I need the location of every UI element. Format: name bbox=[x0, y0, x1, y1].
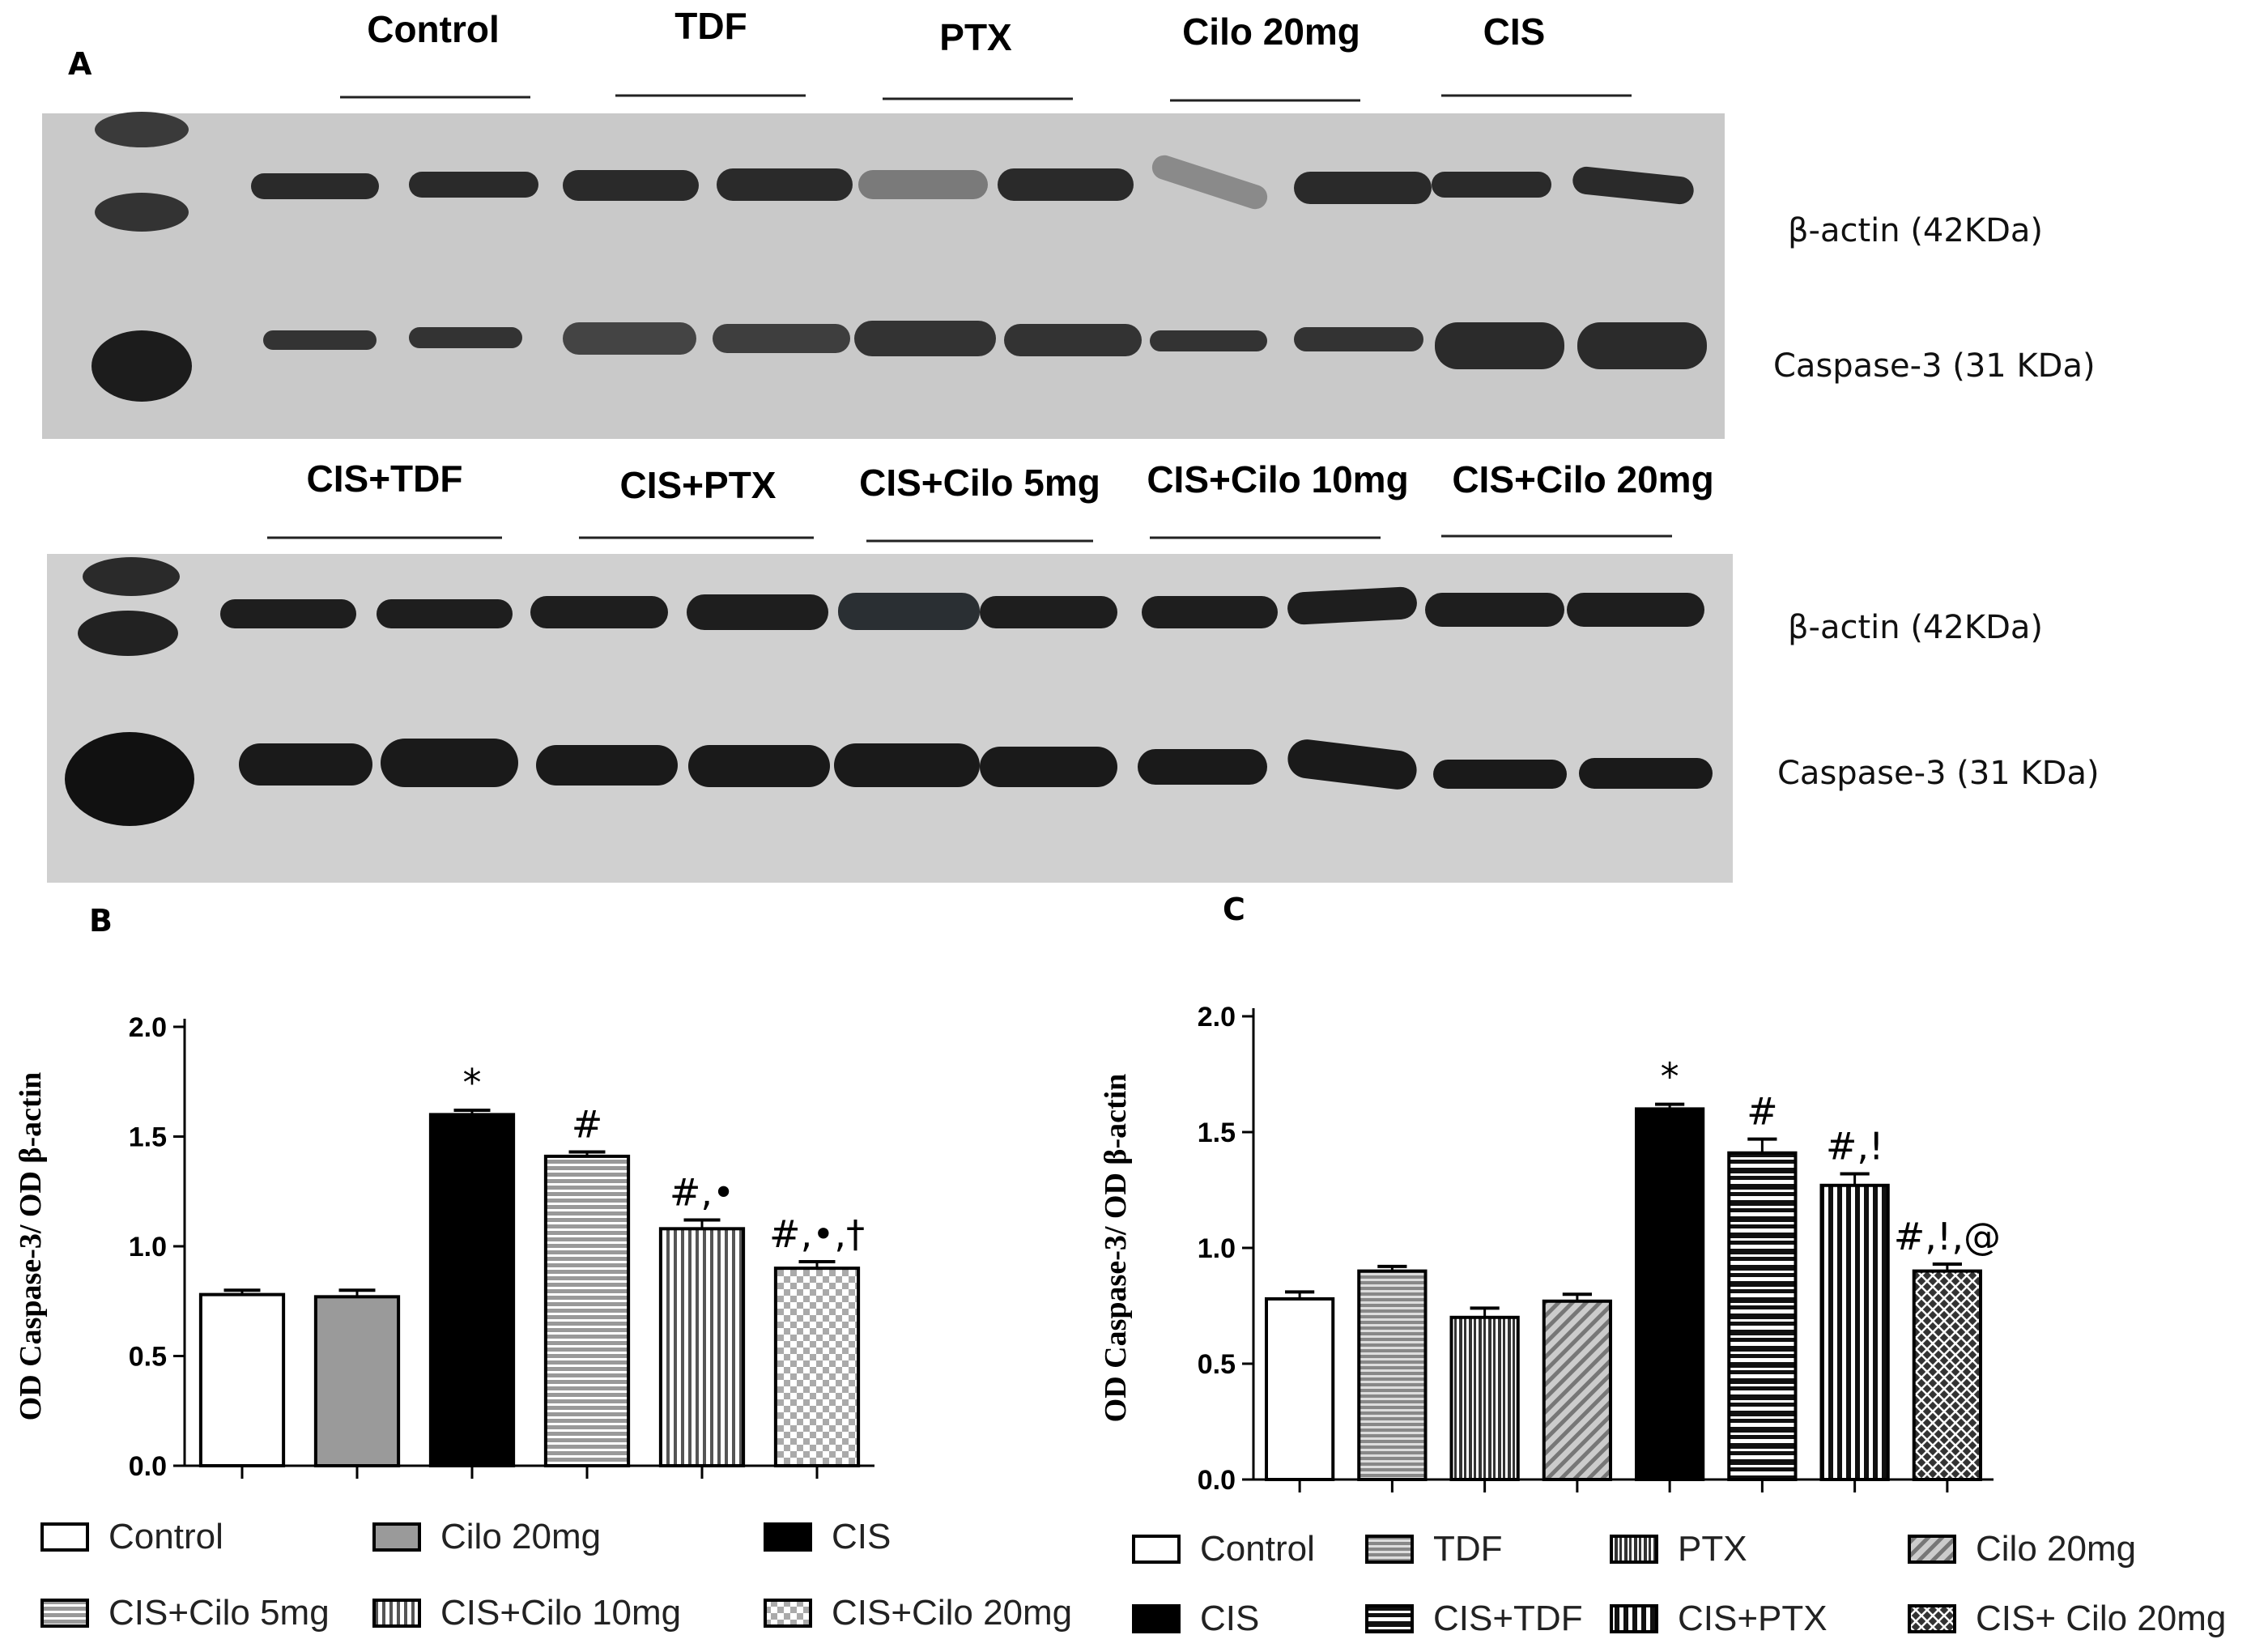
legend-label: CIS+TDF bbox=[1433, 1599, 1583, 1638]
legend-label: CIS bbox=[1200, 1599, 1259, 1638]
legend-label: CIS+Cilo 20mg bbox=[832, 1593, 1072, 1633]
significance-annotation: #,!,@ bbox=[1894, 1215, 2001, 1258]
y-tick-label: 2.0 bbox=[1198, 1002, 1236, 1032]
blot-membrane-top bbox=[42, 113, 1725, 439]
bar-cilo-20mg bbox=[313, 1295, 401, 1467]
legend-swatch bbox=[40, 1599, 89, 1628]
legend-swatch bbox=[764, 1522, 812, 1552]
significance-annotation: # bbox=[572, 1102, 603, 1146]
legend-swatch bbox=[40, 1522, 89, 1552]
legend-label: PTX bbox=[1678, 1529, 1747, 1569]
chart-b: 0.0 0.5 1.0 1.5 2.0 OD Caspase-3/ OD β-actin *… bbox=[14, 1012, 1072, 1633]
bar-control bbox=[198, 1292, 286, 1467]
legend-swatch bbox=[1365, 1535, 1414, 1564]
blot-top: Control TDF PTX Cilo 20mg CIS bbox=[42, 5, 2096, 439]
lane-underlines-bottom bbox=[267, 534, 1672, 543]
legend-swatch bbox=[372, 1522, 421, 1552]
lane-label-cilo20: Cilo 20mg bbox=[1182, 11, 1360, 53]
y-tick-label: 0.0 bbox=[1198, 1465, 1236, 1496]
protein-label-actin-top: β-actin (42KDa) bbox=[1788, 212, 2043, 249]
blot-bottom: CIS+TDF CIS+PTX CIS+Cilo 5mg CIS+Cilo 10… bbox=[47, 458, 2100, 883]
significance-annotation: * bbox=[1661, 1055, 1679, 1099]
significance-annotation: #,•,† bbox=[769, 1212, 865, 1256]
bar-control bbox=[1264, 1296, 1335, 1482]
y-tick-label: 0.5 bbox=[129, 1342, 167, 1373]
significance-annotation: #,• bbox=[670, 1170, 734, 1214]
y-tick-label: 1.5 bbox=[1198, 1118, 1236, 1148]
lane-label-ptx: PTX bbox=[939, 16, 1012, 58]
bands-casp-top bbox=[263, 321, 1707, 369]
bar-cis-tdf bbox=[1727, 1151, 1798, 1481]
significance-annotation: * bbox=[463, 1061, 482, 1105]
legend-label: CIS bbox=[832, 1517, 891, 1556]
legend-swatch bbox=[1132, 1604, 1181, 1633]
bar-cis-ptx bbox=[1819, 1183, 1890, 1482]
panel-letter-c: C bbox=[1223, 892, 1245, 927]
lane-underlines-top bbox=[340, 94, 1632, 102]
bar-cis bbox=[1634, 1107, 1705, 1482]
legend-swatch bbox=[1610, 1535, 1658, 1564]
legend-label: Cilo 20mg bbox=[1976, 1529, 2136, 1569]
legend-swatch bbox=[1610, 1604, 1658, 1633]
bar-cis bbox=[428, 1113, 516, 1468]
y-tick-label: 1.0 bbox=[1198, 1233, 1236, 1264]
ladder-bottom bbox=[65, 557, 194, 826]
y-tick-label: 1.0 bbox=[129, 1232, 167, 1262]
bands-actin-top bbox=[251, 155, 1694, 210]
bar-cis-cilo-5mg bbox=[543, 1154, 631, 1467]
lane-label-cis-ptx: CIS+PTX bbox=[619, 464, 776, 506]
bar-cis-cilo-20mg bbox=[773, 1267, 861, 1467]
chart-c: 0.0 0.5 1.0 1.5 2.0 OD Caspase-3/ OD β-actin *… bbox=[1099, 1002, 2226, 1638]
legend-label: CIS+PTX bbox=[1678, 1599, 1828, 1638]
bands-casp-bottom bbox=[239, 739, 1713, 790]
legend-label: Control bbox=[1200, 1529, 1315, 1569]
lane-label-control: Control bbox=[367, 8, 500, 50]
bar-ptx bbox=[1449, 1315, 1520, 1482]
legend-swatch bbox=[1132, 1535, 1181, 1564]
legend-swatch bbox=[372, 1599, 421, 1628]
significance-annotation: # bbox=[1747, 1090, 1778, 1134]
lane-label-cis: CIS bbox=[1483, 11, 1546, 53]
legend-label: Control bbox=[109, 1517, 223, 1556]
protein-label-casp-bottom: Caspase-3 (31 KDa) bbox=[1777, 755, 2100, 792]
legend-swatch bbox=[764, 1599, 812, 1628]
y-tick-label: 0.5 bbox=[1198, 1349, 1236, 1380]
lane-label-cis-cilo20: CIS+Cilo 20mg bbox=[1452, 458, 1713, 500]
y-tick-label: 0.0 bbox=[129, 1451, 167, 1482]
protein-label-actin-bottom: β-actin (42KDa) bbox=[1788, 609, 2043, 646]
legend-label: CIS+Cilo 5mg bbox=[109, 1593, 330, 1633]
panel-letter-b: B bbox=[89, 903, 113, 939]
y-axis-label: OD Caspase-3/ OD β-actin bbox=[1099, 1074, 1133, 1423]
lane-label-cis-cilo5: CIS+Cilo 5mg bbox=[859, 462, 1100, 504]
bar-cilo-20mg bbox=[1542, 1299, 1613, 1482]
protein-label-casp-top: Caspase-3 (31 KDa) bbox=[1773, 347, 2096, 385]
legend-label: Cilo 20mg bbox=[440, 1517, 601, 1556]
y-tick-label: 1.5 bbox=[129, 1122, 167, 1153]
y-axis-label: OD Caspase-3/ OD β-actin bbox=[14, 1072, 48, 1421]
lane-label-cis-cilo10: CIS+Cilo 10mg bbox=[1147, 458, 1408, 500]
lane-label-tdf: TDF bbox=[674, 5, 747, 47]
legend-label: TDF bbox=[1433, 1529, 1503, 1569]
ladder-top bbox=[91, 112, 192, 402]
legend-label: CIS+ Cilo 20mg bbox=[1976, 1599, 2226, 1638]
bar-cis-cilo-10mg bbox=[658, 1227, 746, 1467]
y-tick-label: 2.0 bbox=[129, 1012, 167, 1043]
bar-cis-cilo-20mg bbox=[1912, 1269, 1983, 1481]
bands-actin-bottom bbox=[220, 586, 1704, 630]
legend-swatch bbox=[1365, 1604, 1414, 1633]
significance-annotation: #,! bbox=[1826, 1124, 1884, 1168]
lane-label-cis-tdf: CIS+TDF bbox=[307, 458, 463, 500]
legend-swatch bbox=[1908, 1535, 1956, 1564]
bar-tdf bbox=[1357, 1269, 1428, 1481]
legend-swatch bbox=[1908, 1604, 1956, 1633]
panel-letter-a: A bbox=[68, 46, 92, 82]
legend-label: CIS+Cilo 10mg bbox=[440, 1593, 681, 1633]
